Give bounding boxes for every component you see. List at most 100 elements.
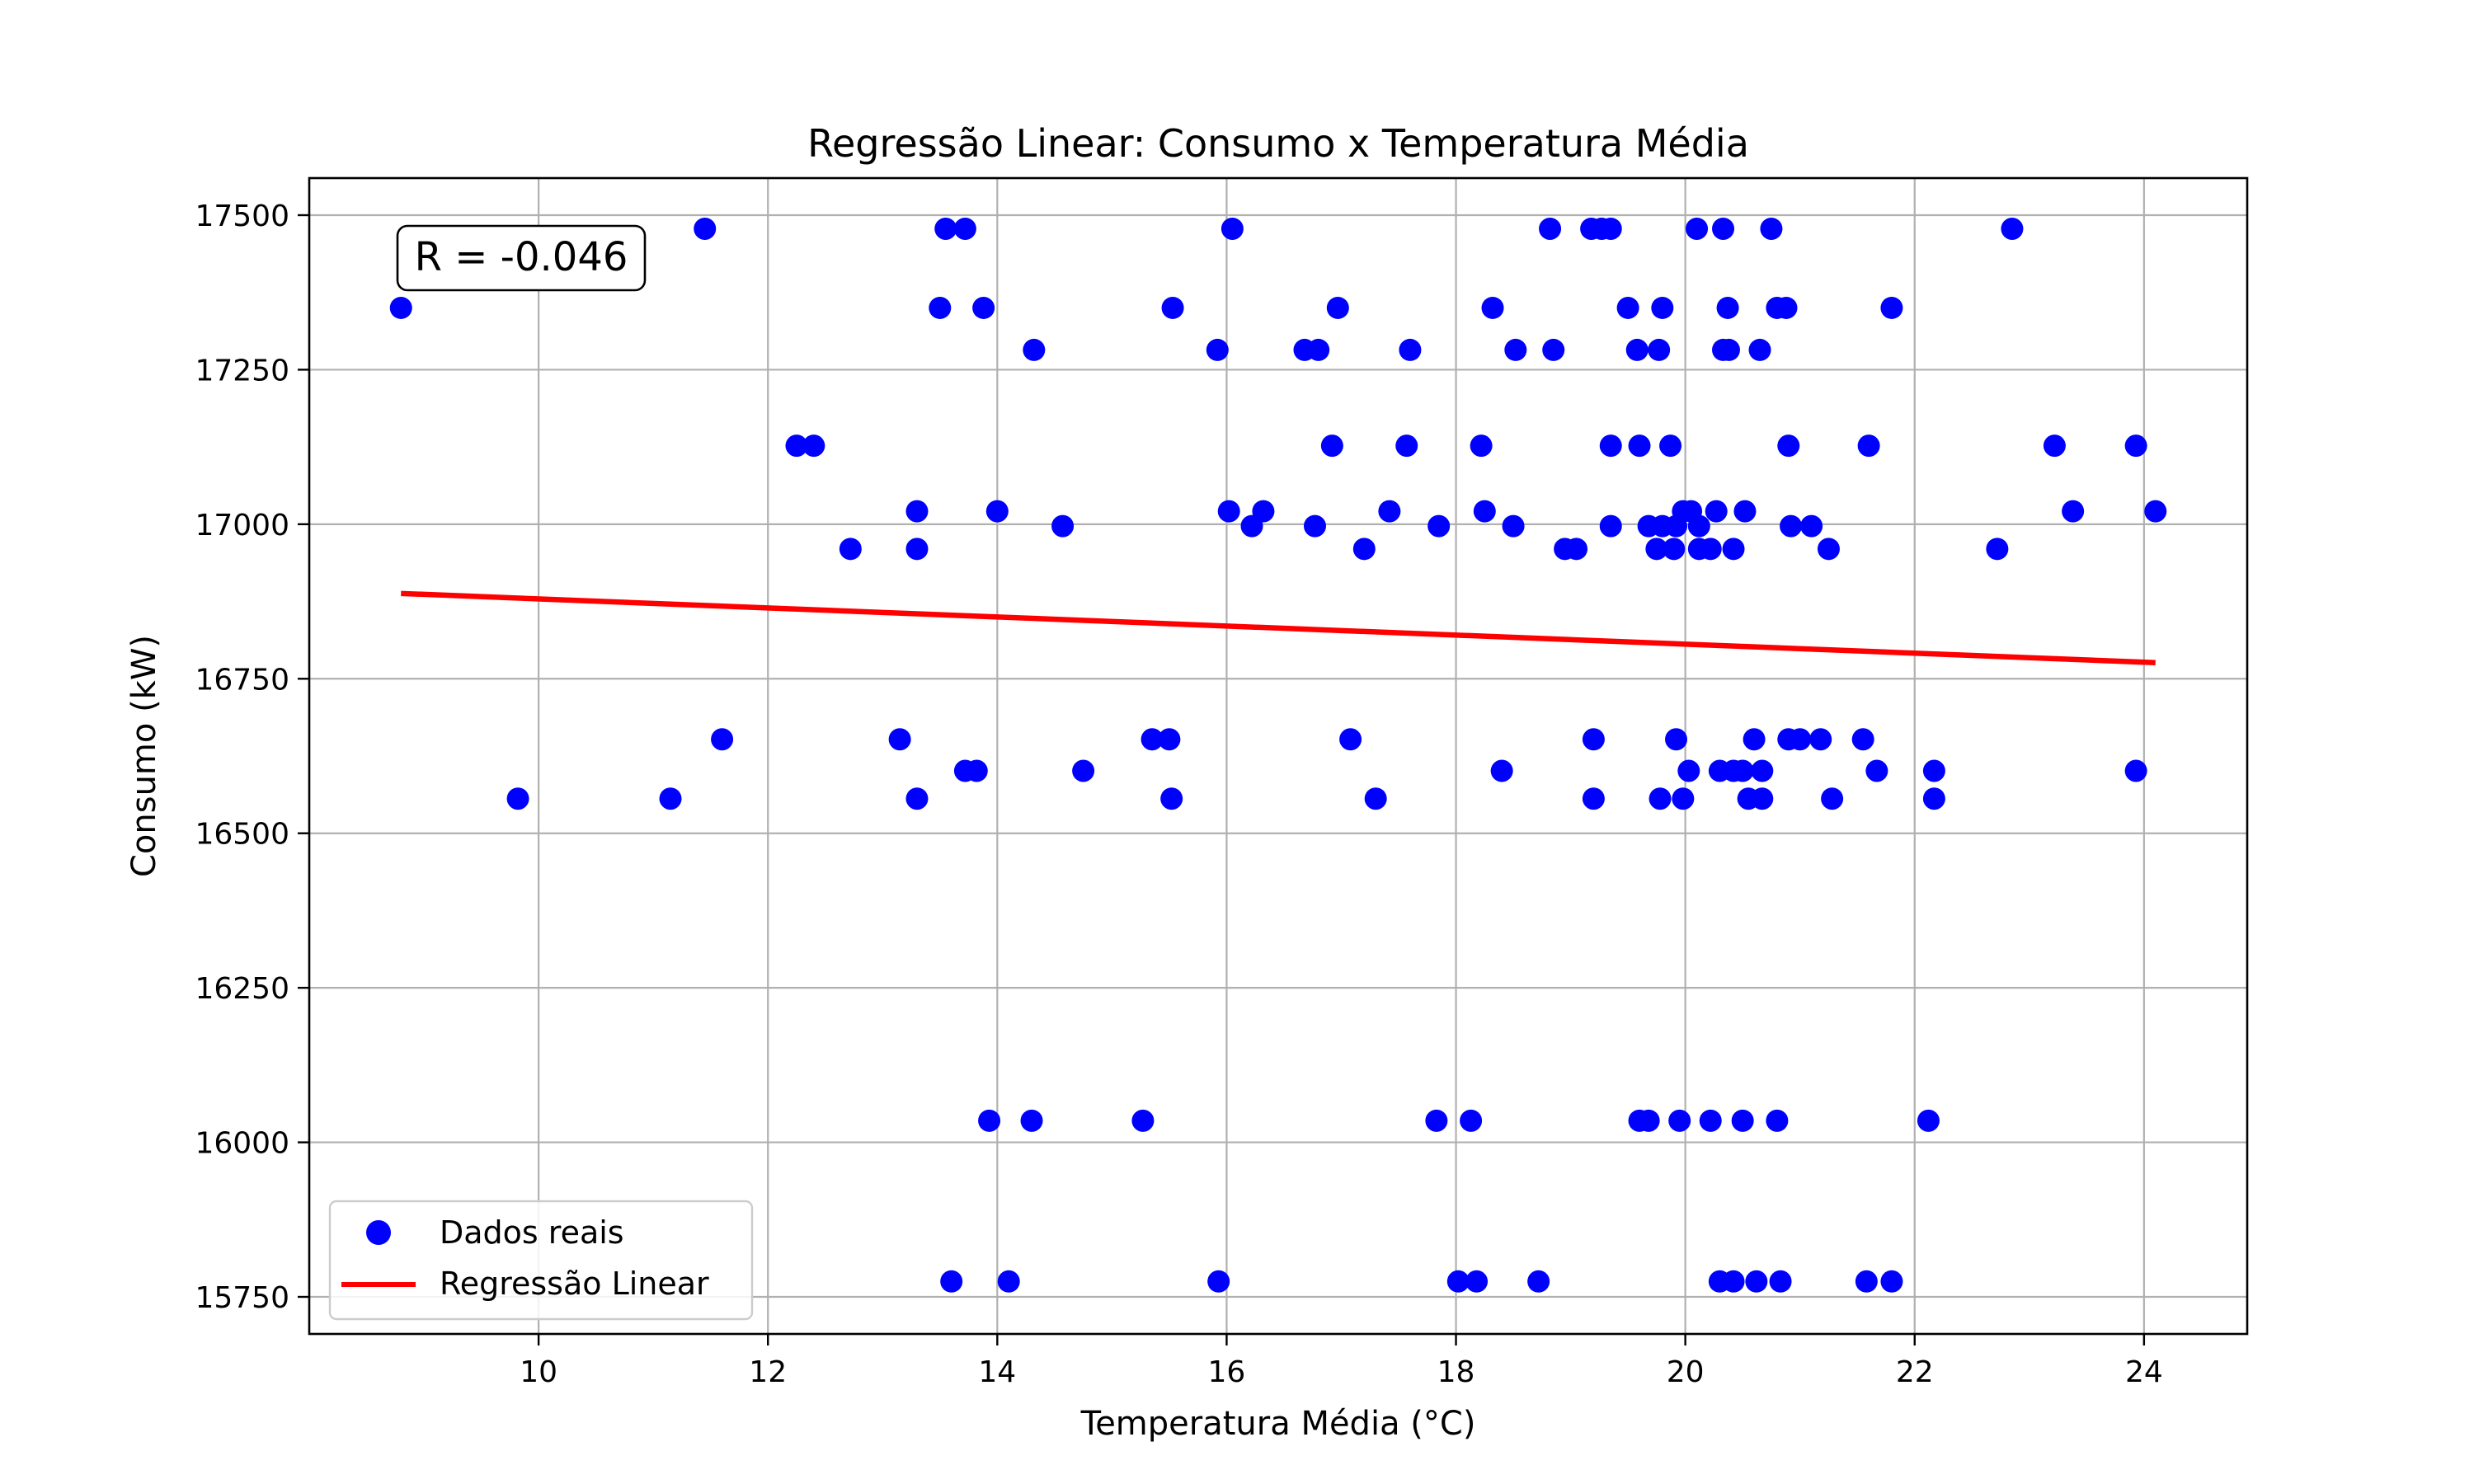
data-point	[1705, 500, 1728, 523]
data-point	[1020, 1109, 1043, 1132]
data-point	[1637, 1109, 1660, 1132]
data-point	[1722, 1270, 1745, 1293]
data-point	[802, 434, 825, 458]
data-point	[1751, 759, 1774, 782]
data-point	[1780, 514, 1803, 538]
legend: Dados reais Regressão Linear	[328, 1200, 754, 1321]
y-tick-label: 17250	[195, 354, 289, 387]
data-point	[1649, 787, 1672, 810]
legend-label-line: Regressão Linear	[440, 1266, 709, 1302]
data-point	[1161, 296, 1184, 319]
data-point	[1582, 728, 1605, 751]
data-point	[1364, 787, 1387, 810]
data-point	[1625, 338, 1649, 361]
data-point	[888, 728, 911, 751]
data-point	[1665, 514, 1688, 538]
data-point	[1686, 217, 1709, 240]
data-point	[1821, 787, 1844, 810]
data-point	[1072, 759, 1095, 782]
data-point	[985, 500, 1009, 523]
x-tick-label: 14	[978, 1355, 1016, 1389]
data-point	[972, 296, 995, 319]
data-point	[1648, 338, 1671, 361]
x-tick-label: 18	[1437, 1355, 1475, 1389]
data-point	[1731, 1109, 1754, 1132]
data-point	[1731, 759, 1754, 782]
data-point	[1789, 728, 1812, 751]
data-point	[1504, 338, 1527, 361]
data-point	[1659, 434, 1682, 458]
data-point	[1307, 338, 1330, 361]
data-point	[1565, 538, 1588, 561]
data-point	[1733, 500, 1757, 523]
data-point	[1490, 759, 1513, 782]
x-tick-label: 12	[749, 1355, 787, 1389]
data-point	[659, 787, 682, 810]
data-point	[905, 787, 929, 810]
data-point	[1800, 514, 1823, 538]
data-point	[1748, 338, 1771, 361]
y-tick-label: 15750	[195, 1281, 289, 1315]
data-point	[1699, 1109, 1722, 1132]
chart-title: Regressão Linear: Consumo x Temperatura …	[807, 121, 1749, 166]
x-axis-label: Temperatura Média (°C)	[1080, 1405, 1476, 1443]
y-axis-label: Consumo (kW)	[125, 635, 163, 877]
data-point	[1769, 1270, 1792, 1293]
data-point	[1599, 434, 1622, 458]
data-point	[1206, 338, 1229, 361]
data-point	[1446, 1270, 1470, 1293]
data-point	[929, 296, 952, 319]
data-point	[1599, 514, 1622, 538]
data-point	[1465, 1270, 1489, 1293]
data-point	[934, 217, 957, 240]
data-point	[2043, 434, 2066, 458]
data-point	[905, 500, 929, 523]
data-point	[1922, 787, 1945, 810]
annotation-box	[396, 224, 647, 292]
data-point	[1339, 728, 1362, 751]
data-point	[1855, 1270, 1878, 1293]
y-tick-label: 17500	[195, 200, 289, 233]
axis-ticks: 10 12 14 16 18 20 22 24 15750 16000 16250 16500 1675…	[195, 200, 2162, 1389]
data-point	[1677, 759, 1700, 782]
annotation-text: R = -0.046	[415, 234, 628, 280]
data-point	[694, 217, 717, 240]
plot-frame	[308, 176, 2249, 1336]
data-point	[1865, 759, 1888, 782]
y-tick-label: 17000	[195, 509, 289, 542]
data-point	[1777, 434, 1800, 458]
data-point	[1880, 1270, 1903, 1293]
data-point	[1722, 538, 1745, 561]
data-point	[1717, 338, 1740, 361]
x-tick-label: 16	[1208, 1355, 1246, 1389]
data-point	[1809, 728, 1832, 751]
data-point	[1303, 514, 1326, 538]
data-point	[506, 787, 529, 810]
y-tick-label: 16500	[195, 818, 289, 852]
data-point	[1687, 514, 1710, 538]
data-point	[1141, 728, 1164, 751]
y-tick-label: 16750	[195, 663, 289, 697]
data-point	[1851, 728, 1874, 751]
data-point	[2062, 500, 2085, 523]
data-point	[785, 434, 808, 458]
data-point	[1320, 434, 1343, 458]
data-point	[1542, 338, 1565, 361]
x-tick-label: 22	[1896, 1355, 1934, 1389]
data-point	[1857, 434, 1880, 458]
data-point	[711, 728, 734, 751]
data-point	[1378, 500, 1401, 523]
data-point	[1473, 500, 1496, 523]
data-point	[1743, 728, 1766, 751]
data-point	[2001, 217, 2024, 240]
data-point	[1326, 296, 1349, 319]
data-point	[1668, 1109, 1691, 1132]
data-point	[1395, 434, 1418, 458]
data-point	[1502, 514, 1525, 538]
data-point	[1880, 296, 1903, 319]
data-point	[1217, 500, 1240, 523]
data-point	[1481, 296, 1504, 319]
data-point	[2124, 759, 2147, 782]
data-point	[1399, 338, 1422, 361]
data-point	[1023, 338, 1046, 361]
